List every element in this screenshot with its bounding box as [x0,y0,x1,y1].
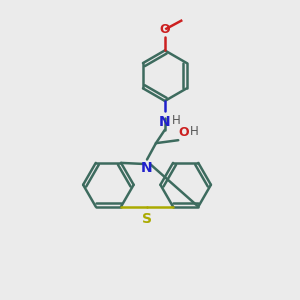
Text: O: O [159,22,169,36]
Text: N: N [141,161,152,175]
Text: H: H [190,125,198,138]
Text: O: O [179,126,190,139]
Text: H: H [172,114,181,127]
Text: S: S [142,212,152,226]
Text: N: N [158,115,170,129]
